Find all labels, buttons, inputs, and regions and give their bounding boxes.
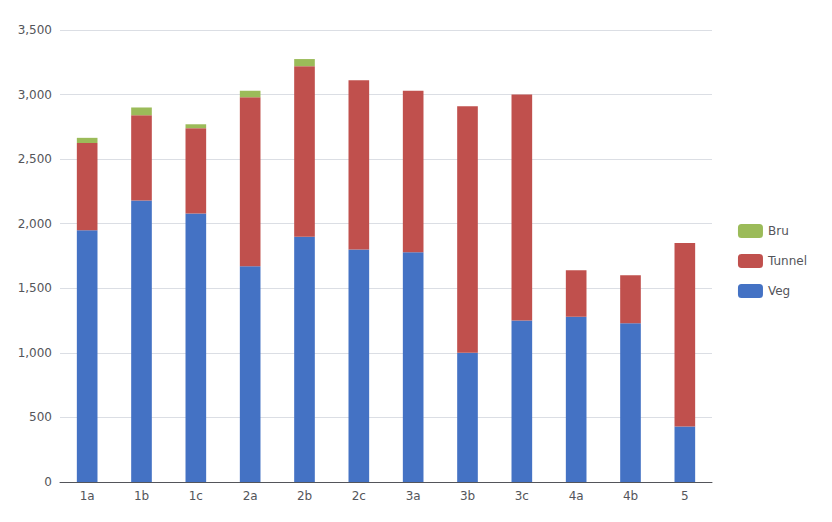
svg-text:2,500: 2,500 [18, 152, 52, 166]
svg-text:2a: 2a [243, 489, 258, 503]
svg-text:1,500: 1,500 [18, 281, 52, 295]
svg-text:Tunnel: Tunnel [767, 254, 807, 268]
svg-text:1a: 1a [80, 489, 95, 503]
svg-text:Bru: Bru [768, 224, 789, 238]
svg-text:4b: 4b [623, 489, 638, 503]
svg-text:5: 5 [681, 489, 689, 503]
svg-text:4a: 4a [569, 489, 584, 503]
svg-text:3c: 3c [515, 489, 529, 503]
svg-text:3,500: 3,500 [18, 23, 52, 37]
svg-text:1c: 1c [189, 489, 203, 503]
svg-text:2b: 2b [297, 489, 312, 503]
svg-text:1b: 1b [134, 489, 149, 503]
svg-text:3,000: 3,000 [18, 88, 52, 102]
svg-text:3a: 3a [406, 489, 421, 503]
svg-text:2c: 2c [352, 489, 366, 503]
svg-text:3b: 3b [460, 489, 475, 503]
svg-text:0: 0 [44, 475, 52, 489]
svg-text:1,000: 1,000 [18, 346, 52, 360]
svg-text:Veg: Veg [768, 284, 790, 298]
svg-text:2,000: 2,000 [18, 217, 52, 231]
svg-text:500: 500 [29, 410, 52, 424]
